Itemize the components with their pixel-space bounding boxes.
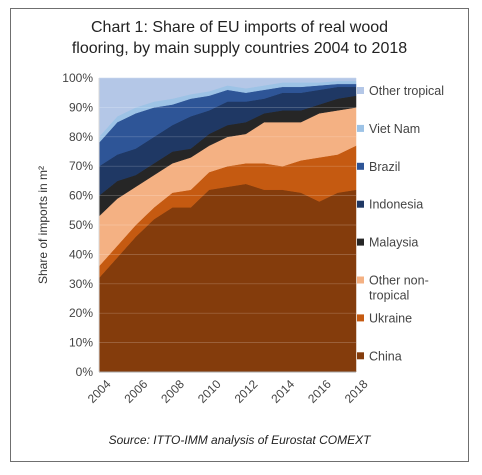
legend-swatch-brazil [357,162,364,170]
legend-label-other-non-tropical: tropical [369,289,409,303]
legend-label-other-non-tropical: Other non- [369,274,429,288]
chart-source: Source: ITTO-IMM analysis of Eurostat CO… [108,433,371,447]
legend-label-other-tropical: Other tropical [369,84,444,98]
chart-frame: Chart 1: Share of EU imports of real woo… [10,8,469,462]
y-tick-label: 40% [69,247,93,261]
y-tick-label: 60% [69,189,93,203]
chart-title-line-2: flooring, by main supply countries 2004 … [71,40,408,57]
y-tick-label: 30% [69,277,93,291]
legend-swatch-malaysia [357,238,364,246]
legend-swatch-other-non-tropical [357,276,364,284]
y-tick-label: 0% [76,365,94,379]
y-tick-label: 90% [69,100,93,114]
legend-swatch-viet-nam [357,124,364,132]
y-axis-label: Share of imports in m² [36,166,50,284]
legend-label-viet-nam: Viet Nam [369,122,420,136]
legend-swatch-china [357,352,364,360]
x-tick-label: 2018 [342,377,371,406]
x-tick-label: 2006 [122,377,151,406]
x-tick-labels: 2004 2006 2008 2010 2012 2014 2016 2018 [85,377,371,406]
axes [98,78,356,373]
x-tick-label: 2008 [158,377,187,406]
x-tick-label: 2016 [305,377,334,406]
y-tick-label: 80% [69,130,93,144]
area-other-tropical [98,77,357,138]
y-gridlines [99,77,356,343]
y-tick-label: 10% [69,336,93,350]
y-tick-labels: 0% 10% 20% 30% 40% 50% 60% 70% 80% 90% 100% [62,71,93,379]
x-tick-label: 2012 [232,377,261,406]
chart-title-line-1: Chart 1: Share of EU imports of real woo… [90,19,389,36]
chart-title: Chart 1: Share of EU imports of real woo… [11,17,468,59]
legend: Other tropical Viet Nam Brazil Indonesia Mal… [357,84,444,363]
legend-swatch-ukraine [357,314,364,322]
y-tick-label: 70% [69,159,93,173]
x-tick-label: 2010 [195,377,224,406]
area-layers [98,77,357,373]
legend-label-indonesia: Indonesia [369,198,423,212]
legend-swatch-indonesia [357,200,364,208]
y-tick-label: 20% [69,306,93,320]
x-tick-label: 2004 [85,377,114,406]
legend-label-ukraine: Ukraine [369,311,412,325]
x-tick-label: 2014 [268,377,297,406]
legend-label-malaysia: Malaysia [369,236,418,250]
legend-label-brazil: Brazil [369,160,400,174]
stacked-area-chart: 0%10%20%30%40%50%60%70%80%90%100% 2004 20… [36,71,444,406]
legend-label-china: China [369,349,402,363]
y-tick-label: 100% [62,71,93,85]
y-tick-label: 50% [69,218,93,232]
legend-swatch-other-tropical [357,87,364,94]
